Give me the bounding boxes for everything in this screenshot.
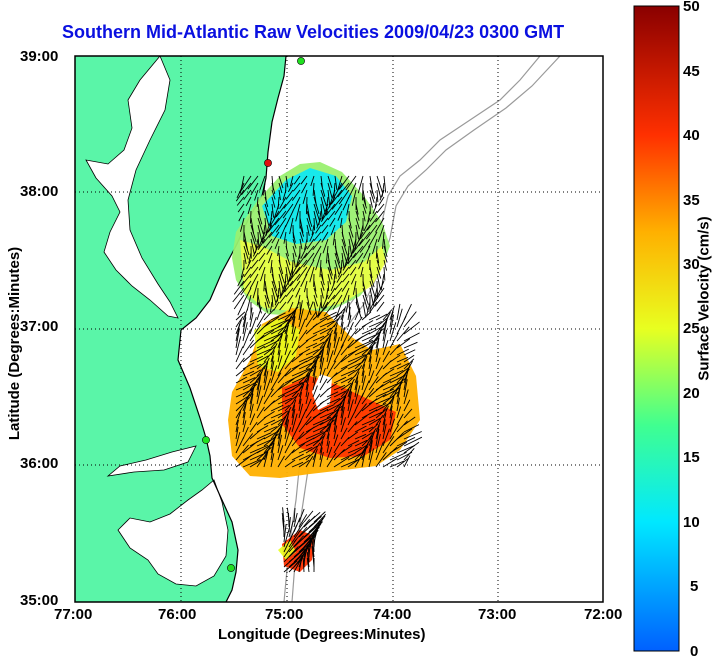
station-marker (297, 57, 304, 64)
velocity-arrow (314, 218, 315, 230)
station-marker (264, 159, 271, 166)
station-marker (227, 564, 234, 571)
velocity-arrow (250, 211, 251, 224)
velocity-arrow (321, 295, 322, 308)
colorbar (634, 6, 679, 651)
station-marker (202, 436, 209, 443)
